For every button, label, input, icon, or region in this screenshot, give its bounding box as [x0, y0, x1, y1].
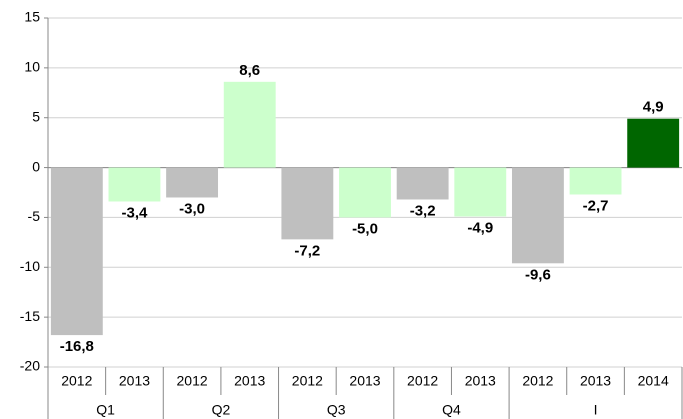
x-tick-label: 2013	[119, 373, 150, 389]
data-label: -4,9	[467, 219, 493, 236]
data-label: 4,9	[643, 99, 664, 116]
y-tick-label: 15	[24, 9, 40, 25]
group-label: Q1	[96, 402, 115, 418]
data-label: -7,2	[294, 242, 320, 259]
bar	[339, 167, 391, 218]
bar	[108, 167, 161, 202]
bar	[627, 118, 680, 168]
data-label: 8,6	[239, 62, 260, 79]
y-tick-label: -10	[20, 258, 40, 274]
x-tick-label: 2012	[177, 373, 208, 389]
x-tick-label: 2013	[580, 373, 611, 389]
group-label: Q4	[442, 402, 461, 418]
x-tick-label: 2012	[292, 373, 323, 389]
data-label: -5,0	[352, 220, 378, 237]
x-tick-label: 2014	[638, 373, 669, 389]
y-tick-label: 0	[32, 158, 40, 174]
x-tick-label: 2012	[407, 373, 438, 389]
data-label: -9,6	[525, 266, 551, 283]
bar	[50, 167, 103, 336]
data-label: -16,8	[60, 338, 94, 355]
x-tick-label: 2012	[61, 373, 92, 389]
bar	[166, 167, 219, 198]
group-label: Q2	[212, 402, 231, 418]
data-label: -3,0	[179, 200, 205, 217]
y-tick-label: -20	[20, 358, 40, 374]
y-tick-label: 10	[24, 59, 40, 75]
group-label: Q3	[327, 402, 346, 418]
x-tick-label: 2012	[522, 373, 553, 389]
y-tick-label: 5	[32, 108, 40, 124]
data-label: -3,4	[122, 204, 149, 221]
bar	[511, 167, 564, 264]
bar	[396, 167, 449, 200]
y-tick-label: -5	[28, 208, 41, 224]
bar	[223, 81, 276, 168]
bar	[281, 167, 334, 240]
data-label: -3,2	[410, 202, 436, 219]
x-tick-label: 2013	[234, 373, 265, 389]
bar	[569, 167, 622, 195]
x-tick-label: 2013	[465, 373, 496, 389]
data-label: -2,7	[583, 197, 609, 214]
bar	[454, 167, 507, 217]
group-label: I	[594, 402, 598, 418]
x-tick-label: 2013	[349, 373, 380, 389]
y-tick-label: -15	[20, 308, 40, 324]
